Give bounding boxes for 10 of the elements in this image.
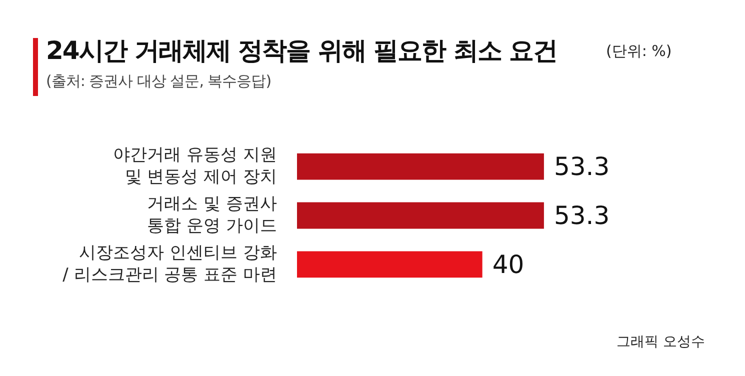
- data-label: 53.3: [554, 152, 610, 182]
- text: 그래픽 오성수: [616, 333, 705, 351]
- text: (출처: 증권사 대상 설문, 복수응답): [46, 72, 272, 91]
- data-label: 53.3: [554, 201, 610, 230]
- y-tick-label: 야간거래 유동성 지원 및 변동성 제어 장치: [113, 144, 277, 188]
- y-tick-label: 거래소 및 증권사 통합 운영 가이드: [147, 194, 277, 236]
- y-tick-label: 시장조성자 인센티브 강화 / 리스크관리 공통 표준 마련: [62, 242, 277, 285]
- data-label: 40: [492, 250, 524, 279]
- text: (단위: %): [606, 42, 672, 61]
- chart-title: 24시간 거래체제 정착을 위해 필요한 최소 요건: [46, 35, 558, 67]
